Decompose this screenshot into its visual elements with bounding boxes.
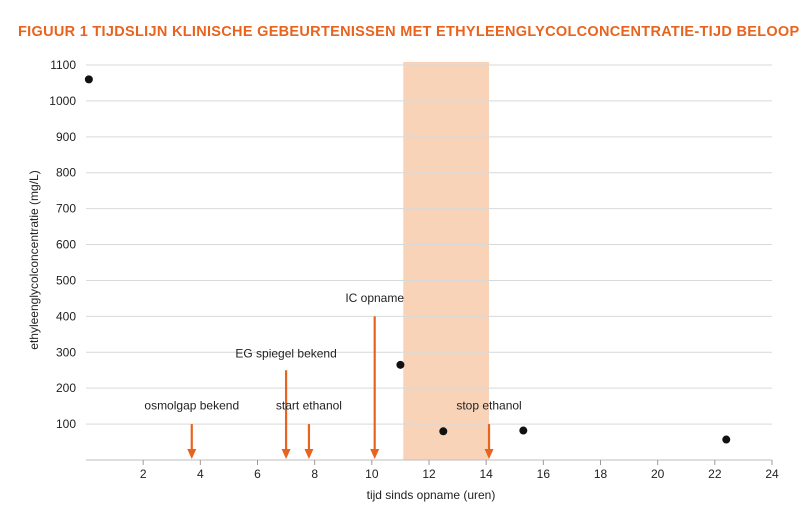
y-tick-label: 300 <box>56 345 76 359</box>
x-tick-label: 20 <box>651 467 665 481</box>
annotation-arrowhead <box>281 449 291 459</box>
y-tick-label: 700 <box>56 202 76 216</box>
data-point <box>396 360 405 369</box>
x-tick-label: 4 <box>197 467 204 481</box>
data-point <box>439 427 448 436</box>
x-tick-label: 14 <box>479 467 493 481</box>
x-axis-label: tijd sinds opname (uren) <box>367 488 496 502</box>
data-point <box>84 75 93 84</box>
annotation-arrowhead <box>484 449 494 459</box>
y-tick-label: 800 <box>56 166 76 180</box>
x-tick-label: 10 <box>365 467 379 481</box>
shaded-interval <box>403 62 490 460</box>
annotation-label: EG spiegel bekend <box>235 347 336 361</box>
annotation-arrowhead <box>187 449 197 459</box>
data-point <box>519 426 528 435</box>
y-tick-label: 900 <box>56 130 76 144</box>
y-tick-label: 100 <box>56 417 76 431</box>
y-tick-label: 400 <box>56 309 76 323</box>
annotation-label: start ethanol <box>276 399 342 413</box>
y-tick-label: 500 <box>56 273 76 287</box>
annotation-label: osmolgap bekend <box>144 399 239 413</box>
x-tick-label: 12 <box>422 467 436 481</box>
x-tick-label: 8 <box>311 467 318 481</box>
annotation-arrowhead <box>370 449 380 459</box>
y-tick-label: 600 <box>56 238 76 252</box>
annotation-layer: osmolgap bekend EG spiegel bekend start et… <box>144 291 522 459</box>
x-tick-label: 6 <box>254 467 261 481</box>
x-tick-label: 22 <box>708 467 722 481</box>
grid-layer <box>86 64 772 425</box>
y-tick-label: 200 <box>56 381 76 395</box>
y-tick-label: 1100 <box>50 58 76 72</box>
annotation-arrowhead <box>304 449 314 459</box>
x-tick-label: 24 <box>765 467 779 481</box>
x-tick-label: 16 <box>537 467 551 481</box>
data-point-layer <box>84 75 731 444</box>
y-tick-label: 1000 <box>49 94 76 108</box>
shaded-interval-layer <box>403 62 490 460</box>
y-axis-label: ethyleenglycolconcentratie (mg/L) <box>27 170 41 349</box>
data-point <box>722 435 731 444</box>
annotation-label: stop ethanol <box>456 399 521 413</box>
annotation-label: IC opname <box>345 291 404 305</box>
x-tick-label: 18 <box>594 467 608 481</box>
figure-title: FIGUUR 1 TIJDSLIJN KLINISCHE GEBEURTENIS… <box>18 24 800 40</box>
x-tick-label: 2 <box>140 467 147 481</box>
